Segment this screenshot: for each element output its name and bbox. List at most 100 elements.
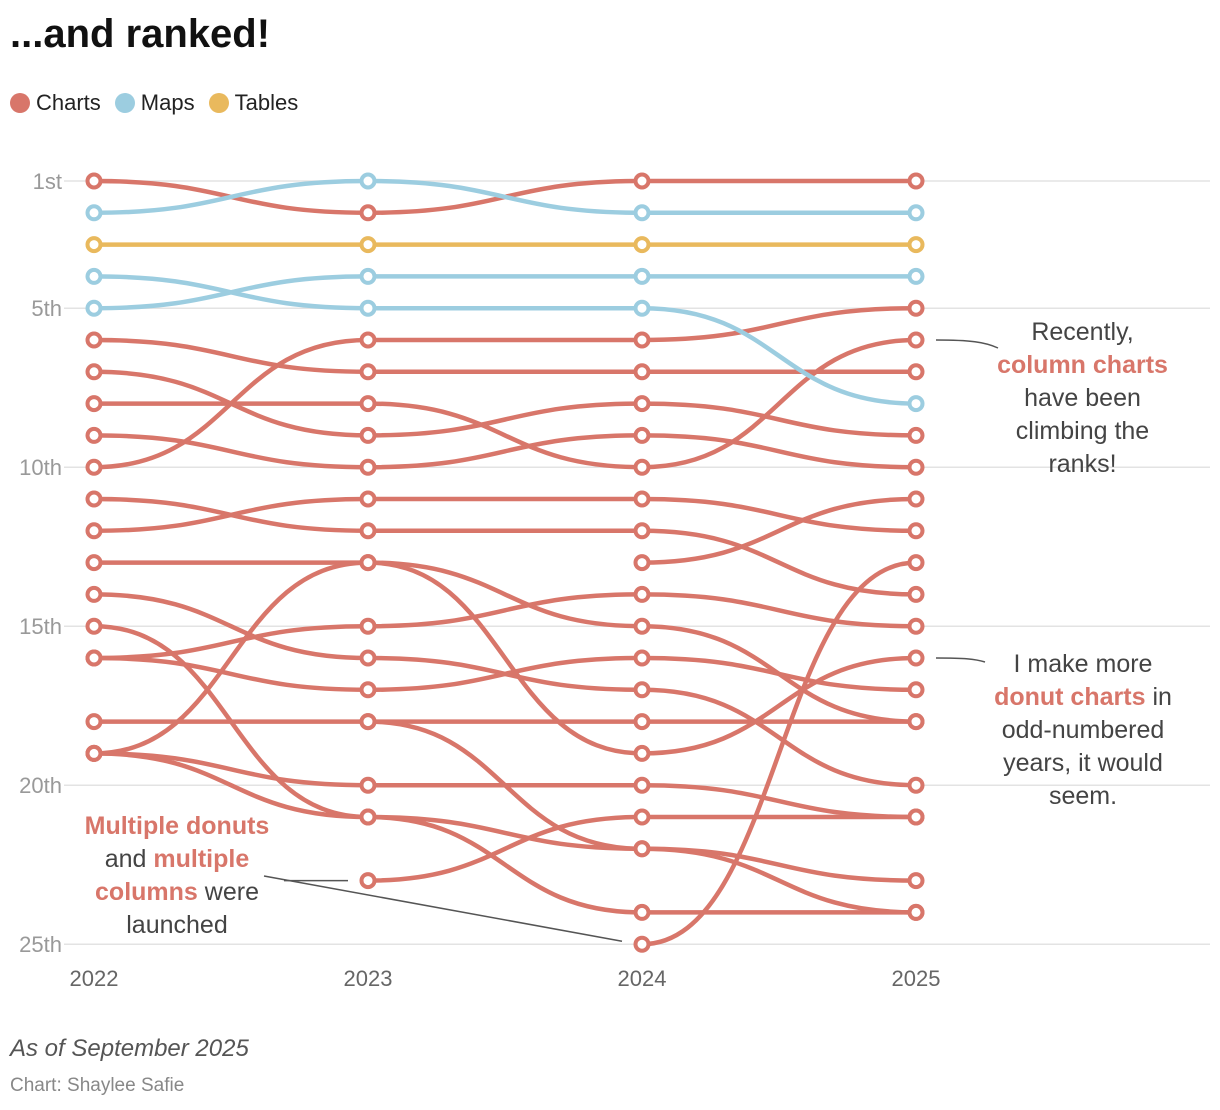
point-s7-2023: [359, 426, 377, 444]
series-line-9-charts: [91, 433, 919, 470]
point-s3-2024: [633, 236, 651, 254]
point-s5-2024: [633, 267, 651, 285]
series-line-10-charts: [91, 305, 919, 470]
point-s17-2022: [85, 649, 103, 667]
point-s7-2022: [85, 363, 103, 381]
point-s4-2022: [85, 267, 103, 285]
point-s23-2024: [633, 808, 651, 826]
point-s22-2025: [907, 903, 925, 921]
point-s11-2025: [907, 585, 925, 603]
legend-swatch-tables: [208, 93, 229, 113]
point-s2-2023: [359, 172, 377, 190]
x-tick-label-2025: 2025: [892, 966, 941, 991]
chart-title: ...and ranked!: [10, 12, 271, 56]
annotation-donut-charts-post: in odd-numbered years, it would seem.: [1001, 683, 1172, 810]
point-s9-2022: [85, 426, 103, 444]
series-points: [85, 172, 925, 953]
point-s19-2024: [633, 744, 651, 762]
series-line-11-charts: [91, 496, 919, 597]
point-s12-2024: [633, 490, 651, 508]
y-tick-label-15: 15th: [19, 614, 62, 639]
point-s5-2022: [85, 299, 103, 317]
annotation-donut-charts-pre: I make more: [1013, 650, 1153, 678]
series-line-6-charts: [91, 337, 919, 375]
point-s9-2023: [359, 458, 377, 476]
point-s6-2023: [359, 363, 377, 381]
y-tick-label-1: 1st: [33, 169, 62, 194]
point-s19-2025: [907, 649, 925, 667]
legend-item-tables: Tables: [208, 90, 298, 116]
annotation-donut-charts: I make more donut charts in odd-numbered…: [985, 648, 1181, 813]
point-s22-2024: [633, 840, 651, 858]
point-s8-2023: [359, 395, 377, 413]
y-axis-labels: 1st 5th 10th 15th 20th 25th: [19, 169, 62, 957]
point-s11-2023: [359, 522, 377, 540]
point-s12-2025: [907, 522, 925, 540]
point-s2-2022: [85, 204, 103, 222]
point-s11-2024: [633, 522, 651, 540]
point-s3-2022: [85, 236, 103, 254]
series-line-16-charts: [91, 655, 919, 693]
point-s17-2025: [907, 617, 925, 635]
series-line-25-charts: [639, 560, 919, 947]
annotation-column-charts-highlight: column charts: [997, 351, 1168, 379]
y-tick-label-25: 25th: [19, 932, 62, 957]
point-s13-2024: [633, 617, 651, 635]
y-tick-label-10: 10th: [19, 455, 62, 480]
chart-credit: Chart: Shaylee Safie: [10, 1075, 185, 1096]
legend-item-charts: Charts: [10, 90, 101, 116]
annotation-multiple-donuts-highlight: Multiple donuts: [84, 812, 270, 840]
point-s23-2025: [907, 808, 925, 826]
point-s11-2022: [85, 490, 103, 508]
point-s1-2022: [85, 172, 103, 190]
point-s18-2024: [633, 713, 651, 731]
point-s4-2024: [633, 299, 651, 317]
y-tick-label-20: 20th: [19, 773, 62, 798]
series-line-24-charts: [639, 496, 919, 565]
point-s2-2024: [633, 204, 651, 222]
x-tick-label-2022: 2022: [70, 966, 119, 991]
annotation-connectors: [263, 339, 999, 942]
point-s18-2022: [85, 713, 103, 731]
point-s14-2022: [85, 585, 103, 603]
point-s24-2025: [907, 490, 925, 508]
point-s18-2025: [907, 713, 925, 731]
connector-multiple-donuts: [263, 875, 623, 942]
point-s23-2023: [359, 872, 377, 890]
x-tick-label-2024: 2024: [618, 966, 667, 991]
legend-item-maps: Maps: [114, 90, 195, 116]
legend-swatch-maps: [114, 93, 135, 113]
series-lines: [91, 178, 919, 947]
series-line-2-maps: [91, 178, 919, 216]
point-s10-2023: [359, 331, 377, 349]
point-s21-2025: [907, 872, 925, 890]
annotation-donut-charts-highlight: donut charts: [994, 683, 1146, 711]
point-s2-2025: [907, 204, 925, 222]
legend-swatch-charts: [10, 93, 30, 113]
point-s9-2025: [907, 458, 925, 476]
point-s6-2024: [633, 363, 651, 381]
point-s24-2024: [633, 554, 651, 572]
point-s10-2025: [907, 299, 925, 317]
bump-chart: 1st 5th 10th 15th 20th 25th 2022 2023 2024 2025: [19, 169, 1210, 991]
point-s8-2025: [907, 331, 925, 349]
point-s17-2024: [633, 585, 651, 603]
point-s19-2023: [359, 554, 377, 572]
point-s8-2024: [633, 458, 651, 476]
footnote: As of September 2025: [10, 1035, 249, 1062]
point-s3-2025: [907, 236, 925, 254]
point-s5-2025: [907, 267, 925, 285]
point-s10-2022: [85, 458, 103, 476]
point-s21-2023: [359, 808, 377, 826]
point-s6-2025: [907, 363, 925, 381]
series-line-13-charts: [91, 560, 919, 724]
point-s8-2022: [85, 395, 103, 413]
series-line-21-charts: [91, 751, 919, 883]
series-line-5-maps: [91, 274, 919, 311]
annotation-multiple-columns-highlight: multiple columns: [95, 845, 250, 906]
connector-donut-charts: [935, 657, 986, 663]
series-line-19-charts: [91, 560, 919, 756]
point-s20-2023: [359, 776, 377, 794]
point-s9-2024: [633, 426, 651, 444]
point-s15-2024: [633, 903, 651, 921]
